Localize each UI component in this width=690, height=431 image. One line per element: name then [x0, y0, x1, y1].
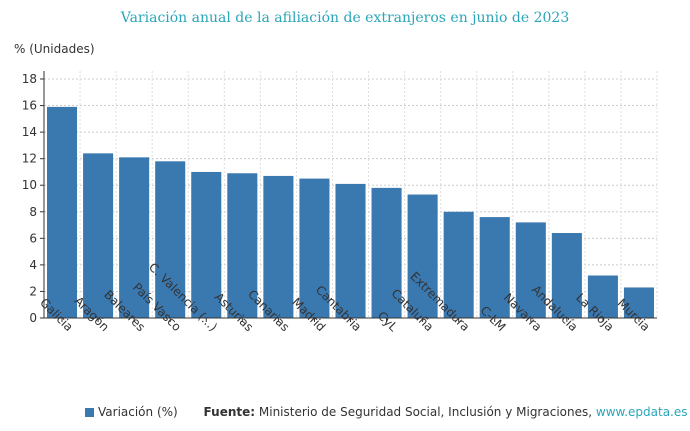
- y-tick-label: 10: [22, 178, 37, 192]
- bar-Murcia: [623, 287, 654, 318]
- bar-CyL: [371, 187, 402, 318]
- bar-Asturias: [227, 173, 258, 318]
- source-label: Fuente:: [203, 405, 256, 419]
- y-tick-label: 0: [29, 311, 37, 325]
- bar-La Rioja: [587, 275, 618, 318]
- y-tick-label: 14: [22, 125, 37, 139]
- bar-Madrid: [299, 178, 330, 318]
- bar-País Vasco: [155, 161, 186, 318]
- footer: Variación (%) Fuente: Ministerio de Segu…: [85, 405, 688, 419]
- y-tick-label: 18: [22, 72, 37, 86]
- source-link[interactable]: www.epdata.es: [595, 405, 688, 419]
- bar-Cataluña: [407, 194, 438, 318]
- legend-item[interactable]: Variación (%): [85, 405, 178, 419]
- legend-swatch: [85, 408, 94, 417]
- y-tick-label: 2: [29, 284, 37, 298]
- bar-Cantabria: [335, 183, 366, 318]
- bar-Galicia: [47, 106, 78, 318]
- y-tick-label: 6: [29, 231, 37, 245]
- chart-title: Variación anual de la afiliación de extr…: [120, 10, 570, 26]
- bar-Andalucía: [551, 233, 582, 318]
- bar-Navarra: [515, 222, 546, 318]
- bar-C. Valencia (...): [191, 171, 222, 318]
- bar-Extremadura: [443, 211, 474, 318]
- bar-Canarias: [263, 175, 294, 318]
- legend-label: Variación (%): [98, 405, 178, 419]
- y-tick-label: 8: [29, 205, 37, 219]
- bar-Aragón: [83, 153, 114, 318]
- y-tick-label: 16: [22, 99, 37, 113]
- bar-Baleares: [119, 157, 150, 318]
- source-text: Ministerio de Seguridad Social, Inclusió…: [258, 405, 593, 419]
- y-tick-label: 4: [29, 258, 37, 272]
- bar-C-LM: [479, 217, 510, 318]
- y-tick-label: 12: [22, 152, 37, 166]
- y-axis-label: % (Unidades): [14, 42, 95, 56]
